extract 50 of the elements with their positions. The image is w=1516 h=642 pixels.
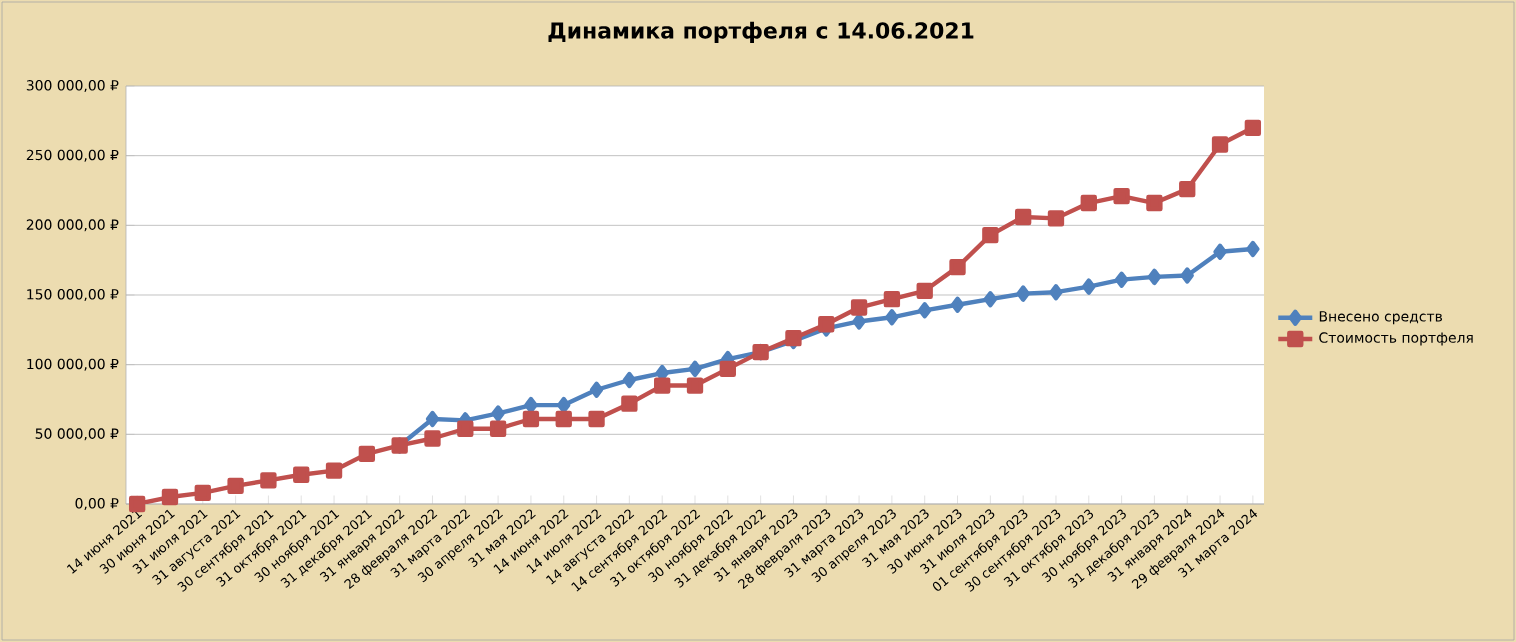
point: [885, 309, 899, 326]
point: [1014, 208, 1032, 226]
point: [950, 296, 965, 313]
point: [457, 420, 474, 437]
point: [654, 377, 671, 394]
point: [982, 226, 999, 244]
point: [588, 410, 605, 428]
point: [1213, 243, 1227, 260]
point: [1080, 194, 1097, 212]
point: [1246, 240, 1260, 258]
point: [128, 495, 146, 513]
point: [424, 430, 441, 447]
point: [883, 291, 901, 308]
point: [850, 299, 868, 316]
point: [621, 395, 638, 412]
point: [1082, 278, 1096, 295]
point: [1146, 194, 1163, 212]
point: [358, 445, 376, 462]
point: [522, 410, 540, 428]
point: [1147, 268, 1162, 286]
point: [852, 313, 866, 330]
point: [1016, 285, 1030, 302]
point: [293, 466, 310, 483]
point: [686, 377, 704, 394]
point: [688, 360, 702, 378]
point: [622, 371, 637, 389]
point: [1211, 136, 1229, 153]
point: [918, 302, 932, 319]
point: [194, 484, 211, 502]
point: [589, 381, 604, 398]
point: [719, 360, 736, 378]
point: [1180, 267, 1194, 284]
point: [1047, 210, 1065, 227]
point: [1244, 119, 1262, 136]
point: [491, 405, 505, 422]
point: [161, 488, 179, 506]
point: [425, 410, 440, 428]
point: [983, 291, 998, 308]
point: [1179, 180, 1196, 198]
point: [260, 472, 277, 489]
point: [1114, 271, 1129, 288]
point: [1113, 187, 1130, 205]
point: [227, 477, 244, 495]
point: [555, 410, 572, 428]
point: [489, 420, 507, 437]
point: [949, 258, 966, 276]
point: [325, 462, 343, 479]
point: [1049, 284, 1063, 301]
point: [916, 282, 933, 299]
chart-title: Динамика портфеля с 14.06.2021: [548, 21, 974, 44]
